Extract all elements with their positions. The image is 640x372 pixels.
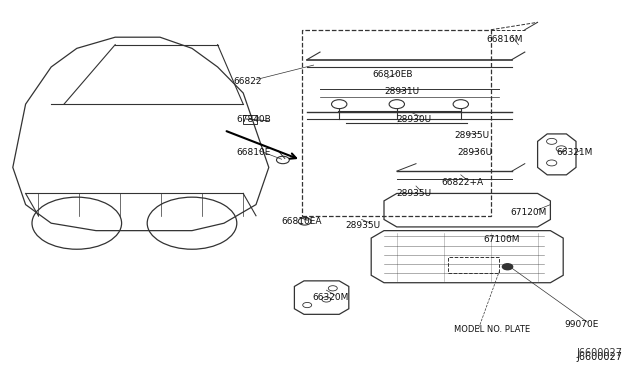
Text: 66822+A: 66822+A xyxy=(442,178,484,187)
Bar xyxy=(243,115,257,124)
Text: 66810EB: 66810EB xyxy=(372,70,413,79)
Text: 28935U: 28935U xyxy=(397,189,432,198)
Text: 66320M: 66320M xyxy=(312,293,349,302)
Text: 66816M: 66816M xyxy=(486,35,523,44)
Text: 66810EA: 66810EA xyxy=(282,217,322,226)
Text: 28930U: 28930U xyxy=(397,115,432,124)
Text: 28931U: 28931U xyxy=(384,87,419,96)
Text: 66321M: 66321M xyxy=(557,148,593,157)
Bar xyxy=(448,257,499,273)
Text: J6600027: J6600027 xyxy=(576,348,622,358)
Circle shape xyxy=(502,264,513,270)
Text: 28936U: 28936U xyxy=(458,148,493,157)
Text: 28935U: 28935U xyxy=(346,221,381,230)
Text: 67100M: 67100M xyxy=(483,235,520,244)
Text: 66810E: 66810E xyxy=(237,148,271,157)
Text: J6600027: J6600027 xyxy=(576,352,622,362)
Text: 67840B: 67840B xyxy=(237,115,271,124)
Text: 99070E: 99070E xyxy=(564,320,599,329)
Text: 66822: 66822 xyxy=(234,77,262,86)
Text: MODEL NO. PLATE: MODEL NO. PLATE xyxy=(454,325,531,334)
Text: 67120M: 67120M xyxy=(511,208,547,217)
Text: 28935U: 28935U xyxy=(454,131,490,140)
